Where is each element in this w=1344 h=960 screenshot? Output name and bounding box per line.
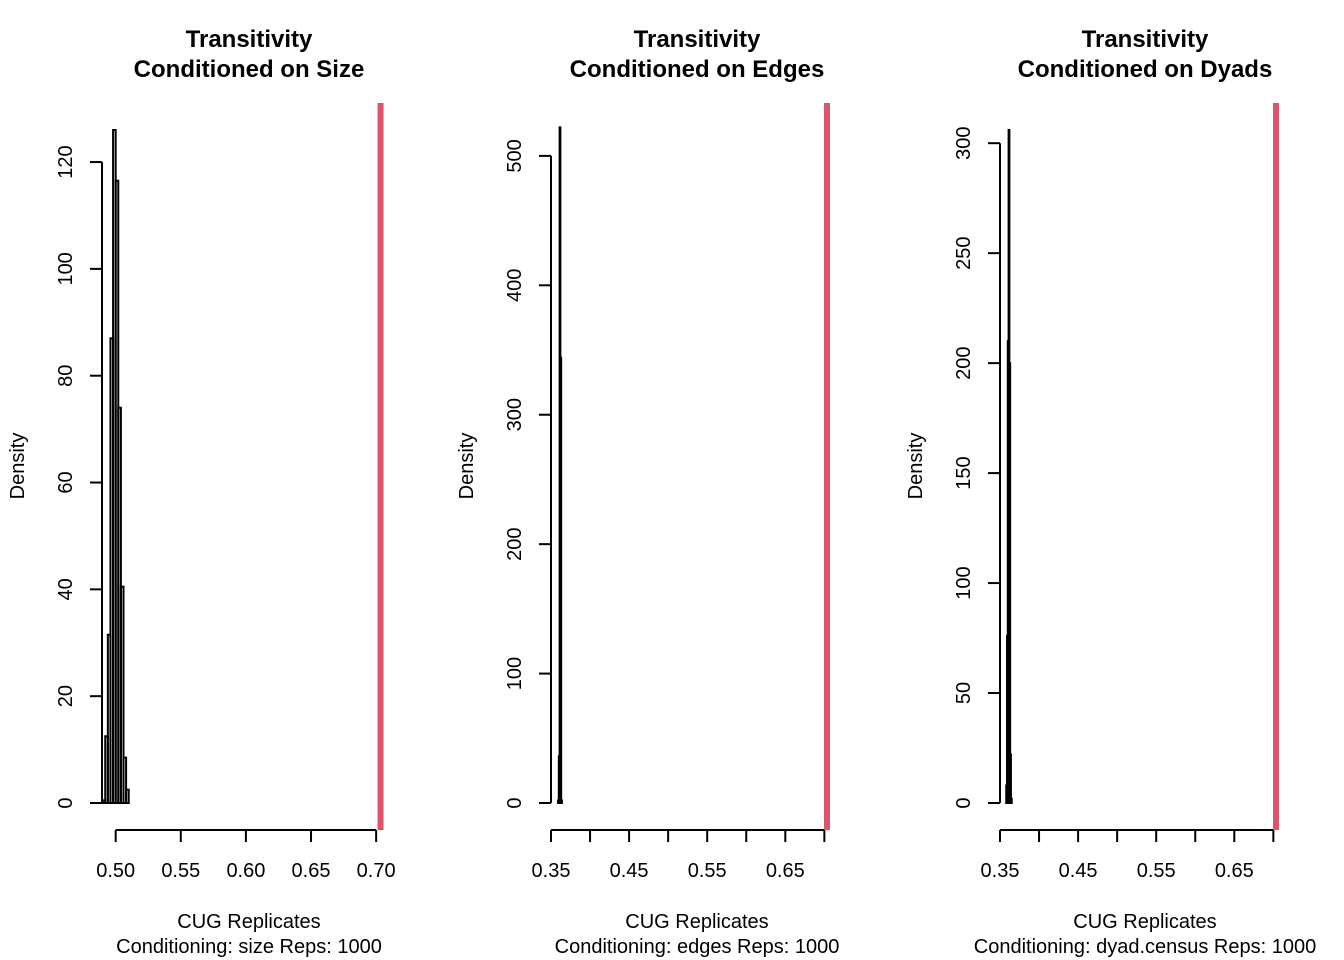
x-tick-label: 0.70 bbox=[357, 860, 396, 882]
x-tick-label: 0.60 bbox=[226, 860, 265, 882]
y-tick-label: 150 bbox=[953, 456, 975, 489]
y-tick-label: 80 bbox=[55, 365, 77, 387]
histogram-bar bbox=[559, 356, 563, 804]
x-tick-label: 0.45 bbox=[610, 860, 649, 882]
chart-title-line2: Conditioned on Dyads bbox=[1018, 56, 1273, 83]
x-tick-label: 0.50 bbox=[96, 860, 135, 882]
histogram-bar bbox=[119, 585, 125, 805]
y-tick-label: 250 bbox=[953, 236, 975, 269]
y-tick-label: 300 bbox=[953, 127, 975, 160]
y-tick-label: 40 bbox=[55, 578, 77, 600]
histogram-bar bbox=[1009, 797, 1013, 805]
y-axis-label: Density bbox=[905, 433, 927, 500]
x-tick-label: 0.55 bbox=[161, 860, 200, 882]
y-tick-label: 0 bbox=[55, 797, 77, 808]
x-tick-label: 0.65 bbox=[766, 860, 805, 882]
y-tick-label: 20 bbox=[55, 685, 77, 707]
histogram-bar bbox=[122, 756, 128, 804]
y-axis-label: Density bbox=[456, 433, 478, 500]
y-tick-label: 100 bbox=[953, 566, 975, 599]
histogram-bar bbox=[1008, 362, 1012, 804]
chart-title-line1: Transitivity bbox=[186, 26, 313, 53]
y-tick-label: 60 bbox=[55, 471, 77, 493]
histogram-bar bbox=[1009, 753, 1012, 804]
x-tick-label: 0.35 bbox=[981, 860, 1020, 882]
y-tick-label: 200 bbox=[504, 527, 526, 560]
chart-title-line2: Conditioned on Edges bbox=[570, 56, 825, 83]
x-axis-label: CUG Replicates bbox=[625, 911, 768, 933]
y-axis-label: Density bbox=[7, 433, 29, 500]
x-tick-label: 0.65 bbox=[1215, 860, 1254, 882]
chart-title-line1: Transitivity bbox=[1082, 26, 1209, 53]
conditioning-label: Conditioning: dyad.census Reps: 1000 bbox=[974, 936, 1316, 958]
y-tick-label: 300 bbox=[504, 398, 526, 431]
y-tick-label: 500 bbox=[504, 139, 526, 172]
panel-2: Transitivity Conditioned on Edges 0 100 200 3… bbox=[456, 26, 839, 958]
histogram-bar bbox=[560, 799, 563, 805]
y-tick-label: 50 bbox=[953, 682, 975, 704]
y-tick-label: 100 bbox=[55, 252, 77, 285]
histogram-bar bbox=[125, 788, 130, 805]
x-axis-label: CUG Replicates bbox=[1073, 911, 1216, 933]
x-tick-label: 0.35 bbox=[532, 860, 571, 882]
panel-1: Transitivity Conditioned on Size 0 20 40 60 80… bbox=[7, 26, 396, 958]
panel-3: Transitivity Conditioned on Dyads 0 50 100 15… bbox=[905, 26, 1316, 958]
y-tick-label: 400 bbox=[504, 269, 526, 302]
chart-title-line1: Transitivity bbox=[634, 26, 761, 53]
x-tick-label: 0.45 bbox=[1059, 860, 1098, 882]
y-tick-label: 100 bbox=[504, 657, 526, 690]
chart-title-line2: Conditioned on Size bbox=[134, 56, 365, 83]
x-tick-label: 0.65 bbox=[292, 860, 331, 882]
x-axis-label: CUG Replicates bbox=[177, 911, 320, 933]
y-tick-label: 0 bbox=[504, 797, 526, 808]
conditioning-label: Conditioning: size Reps: 1000 bbox=[116, 936, 382, 958]
y-tick-label: 200 bbox=[953, 346, 975, 379]
x-tick-label: 0.55 bbox=[688, 860, 727, 882]
conditioning-label: Conditioning: edges Reps: 1000 bbox=[555, 936, 840, 958]
y-tick-label: 0 bbox=[953, 797, 975, 808]
y-tick-label: 120 bbox=[55, 145, 77, 178]
x-tick-label: 0.55 bbox=[1137, 860, 1176, 882]
